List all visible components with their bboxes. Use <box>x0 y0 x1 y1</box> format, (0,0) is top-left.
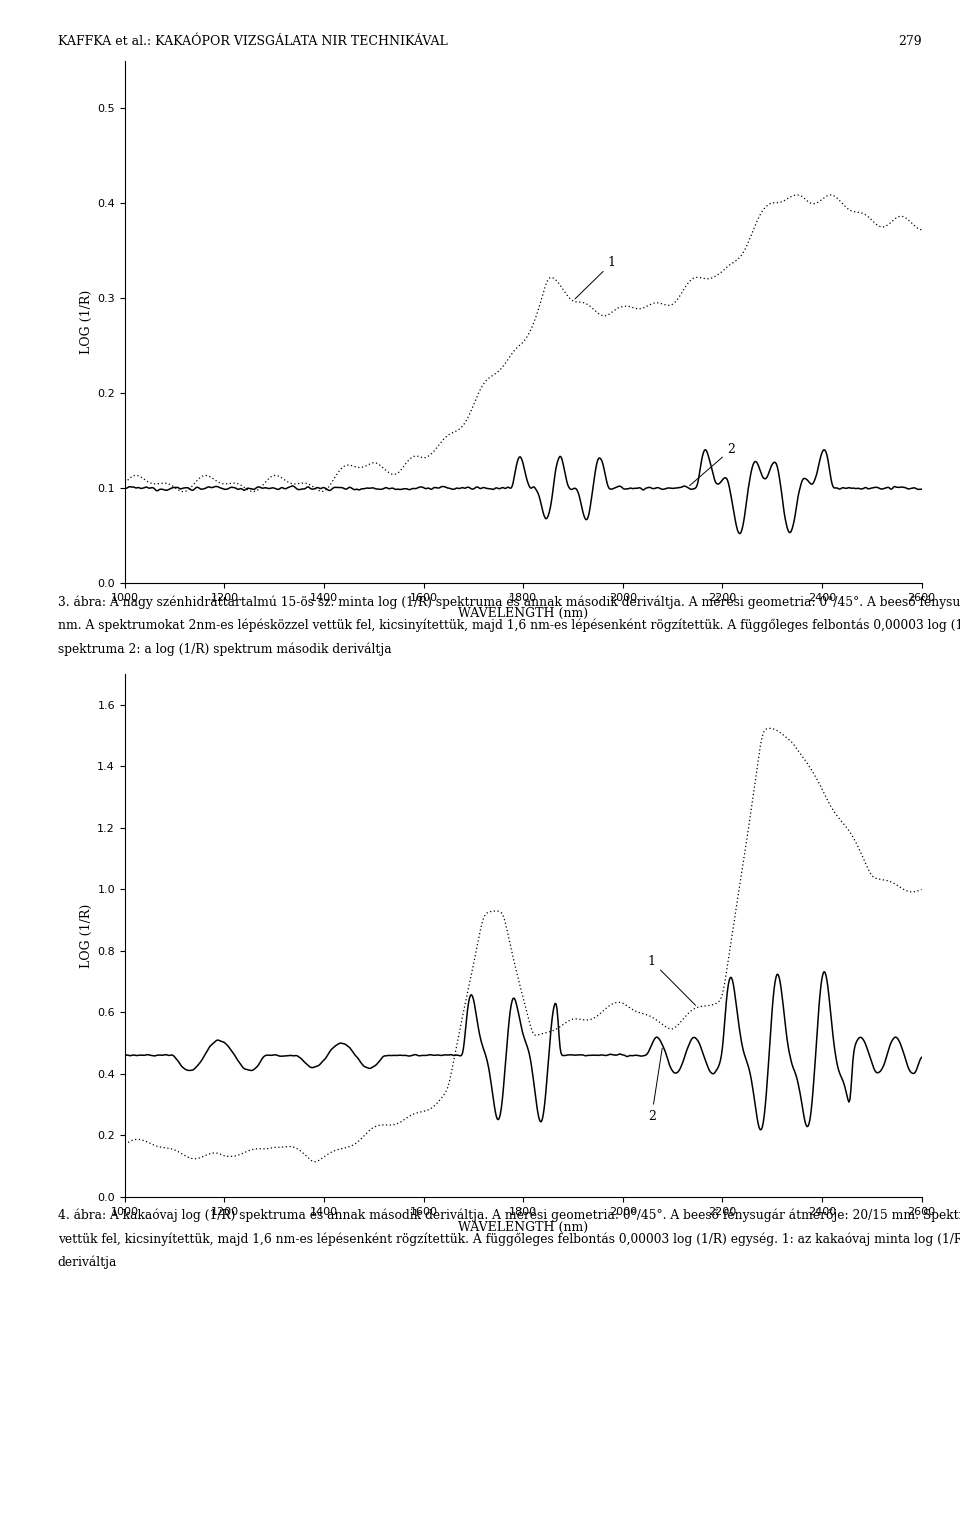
Text: vettük fel, kicsinyítettük, majd 1,6 nm-es lépésenként rögzítettük. A függőleges: vettük fel, kicsinyítettük, majd 1,6 nm-… <box>58 1233 960 1245</box>
Y-axis label: LOG (1/R): LOG (1/R) <box>81 903 93 968</box>
Text: 1: 1 <box>575 256 616 298</box>
X-axis label: WAVELENGTH (nm): WAVELENGTH (nm) <box>458 608 588 620</box>
Text: 1: 1 <box>648 954 696 1006</box>
Text: deriváltja: deriváltja <box>58 1256 117 1270</box>
Text: 3. ábra: A nagy szénhidráttartalmú 15-ös sz. minta log (1/R) spektruma és annak : 3. ábra: A nagy szénhidráttartalmú 15-ös… <box>58 595 960 609</box>
Text: KAFFKA et al.: KAKAÓPOR VIZSGÁLATA NIR TECHNIKÁVAL: KAFFKA et al.: KAKAÓPOR VIZSGÁLATA NIR T… <box>58 35 447 48</box>
Text: 2: 2 <box>648 1048 662 1123</box>
Text: nm. A spektrumokat 2nm-es lépésközzel vettük fel, kicsinyítettük, majd 1,6 nm-es: nm. A spektrumokat 2nm-es lépésközzel ve… <box>58 618 960 632</box>
Y-axis label: LOG (1/R): LOG (1/R) <box>81 289 93 355</box>
Text: 2: 2 <box>689 442 735 486</box>
Text: 4. ábra: A kakaóvaj log (1/R) spektruma és annak második deriváltja. A mérési ge: 4. ábra: A kakaóvaj log (1/R) spektruma … <box>58 1209 960 1223</box>
Text: spektruma 2: a log (1/R) spektrum második deriváltja: spektruma 2: a log (1/R) spektrum másodi… <box>58 642 392 656</box>
Text: 279: 279 <box>898 35 922 48</box>
X-axis label: WAVELENGTH (nm): WAVELENGTH (nm) <box>458 1221 588 1233</box>
